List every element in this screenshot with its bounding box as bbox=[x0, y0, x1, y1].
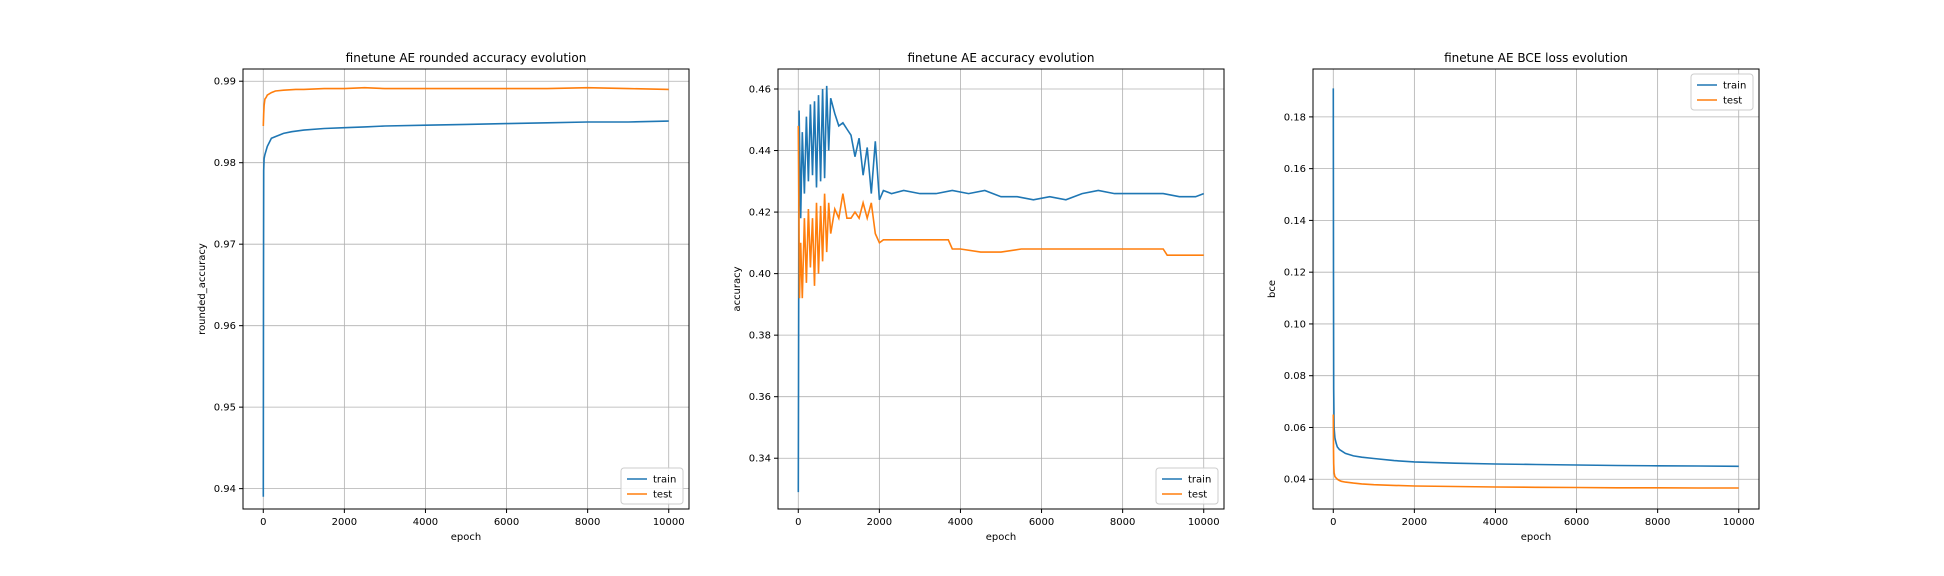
x-axis-label: epoch bbox=[986, 532, 1016, 543]
legend-label-test: test bbox=[653, 490, 672, 501]
y-tick-label: 0.44 bbox=[749, 146, 771, 157]
y-tick-label: 0.18 bbox=[1284, 112, 1306, 123]
y-tick-label: 0.98 bbox=[214, 158, 236, 169]
x-tick-label: 6000 bbox=[1564, 517, 1589, 528]
y-tick-label: 0.14 bbox=[1284, 216, 1306, 227]
legend-label-train: train bbox=[1723, 81, 1746, 92]
x-tick-label: 8000 bbox=[575, 517, 600, 528]
x-tick-label: 2000 bbox=[1402, 517, 1427, 528]
x-tick-label: 4000 bbox=[948, 517, 973, 528]
y-tick-label: 0.42 bbox=[749, 208, 771, 219]
x-tick-label: 10000 bbox=[1188, 517, 1220, 528]
chart-title: finetune AE accuracy evolution bbox=[908, 51, 1095, 65]
x-tick-label: 6000 bbox=[1029, 517, 1054, 528]
y-tick-label: 0.08 bbox=[1284, 371, 1306, 382]
legend-box bbox=[1155, 467, 1219, 505]
y-tick-label: 0.06 bbox=[1284, 423, 1306, 434]
y-tick-label: 0.10 bbox=[1284, 319, 1306, 330]
legend-box bbox=[1690, 73, 1754, 111]
y-tick-label: 0.97 bbox=[214, 240, 236, 251]
series-line-test bbox=[797, 125, 1204, 299]
plot-frame bbox=[1312, 68, 1760, 510]
x-tick-label: 10000 bbox=[653, 517, 685, 528]
y-tick-label: 0.46 bbox=[749, 85, 771, 96]
x-tick-label: 6000 bbox=[494, 517, 519, 528]
legend-label-test: test bbox=[1188, 490, 1207, 501]
legend-label-train: train bbox=[1188, 475, 1211, 486]
x-tick-label: 8000 bbox=[1645, 517, 1670, 528]
series-line-test bbox=[262, 86, 669, 127]
y-tick-label: 0.94 bbox=[214, 484, 236, 495]
y-tick-label: 0.04 bbox=[1284, 475, 1306, 486]
y-tick-label: 0.95 bbox=[214, 403, 236, 414]
x-tick-label: 8000 bbox=[1110, 517, 1135, 528]
y-axis-label: bce bbox=[1267, 280, 1278, 298]
legend-label-train: train bbox=[653, 475, 676, 486]
legend: train test bbox=[1155, 467, 1219, 505]
chart-bce-loss: 0 2000 4000 6000 8000 10000 0.04 0.06 0.08 0.10 0.… bbox=[1267, 51, 1760, 543]
y-axis-label: accuracy bbox=[732, 266, 743, 311]
legend: train test bbox=[1690, 73, 1754, 111]
x-tick-label: 4000 bbox=[413, 517, 438, 528]
x-tick-label: 2000 bbox=[867, 517, 892, 528]
chart-title: finetune AE rounded accuracy evolution bbox=[346, 51, 587, 65]
series-line-train bbox=[797, 85, 1204, 493]
y-tick-label: 0.12 bbox=[1284, 268, 1306, 279]
x-tick-label: 0 bbox=[260, 517, 266, 528]
x-axis-label: epoch bbox=[451, 532, 481, 543]
y-tick-label: 0.96 bbox=[214, 321, 236, 332]
x-tick-label: 0 bbox=[795, 517, 801, 528]
legend: train test bbox=[620, 467, 684, 505]
y-tick-label: 0.40 bbox=[749, 269, 771, 280]
x-tick-label: 0 bbox=[1330, 517, 1336, 528]
series-line-test bbox=[1332, 414, 1739, 489]
series-line-train bbox=[262, 120, 669, 497]
x-tick-label: 4000 bbox=[1483, 517, 1508, 528]
x-tick-label: 10000 bbox=[1723, 517, 1755, 528]
y-tick-label: 0.34 bbox=[749, 454, 771, 465]
chart-rounded-accuracy: 0 2000 4000 6000 8000 10000 0.94 0.95 0.96 0.97 0.… bbox=[197, 51, 690, 543]
y-tick-label: 0.16 bbox=[1284, 164, 1306, 175]
legend-label-test: test bbox=[1723, 96, 1742, 107]
series-line-train bbox=[1332, 88, 1739, 468]
y-tick-label: 0.38 bbox=[749, 331, 771, 342]
y-axis-label: rounded_accuracy bbox=[197, 243, 208, 335]
x-tick-label: 2000 bbox=[332, 517, 357, 528]
chart-accuracy: 0 2000 4000 6000 8000 10000 0.34 0.36 0.38 0.40 0.… bbox=[732, 51, 1225, 543]
x-axis-label: epoch bbox=[1521, 532, 1551, 543]
plot-frame bbox=[777, 68, 1225, 510]
y-tick-label: 0.99 bbox=[214, 77, 236, 88]
chart-title: finetune AE BCE loss evolution bbox=[1444, 51, 1628, 65]
y-tick-label: 0.36 bbox=[749, 392, 771, 403]
legend-box bbox=[620, 467, 684, 505]
plot-frame bbox=[242, 68, 690, 510]
